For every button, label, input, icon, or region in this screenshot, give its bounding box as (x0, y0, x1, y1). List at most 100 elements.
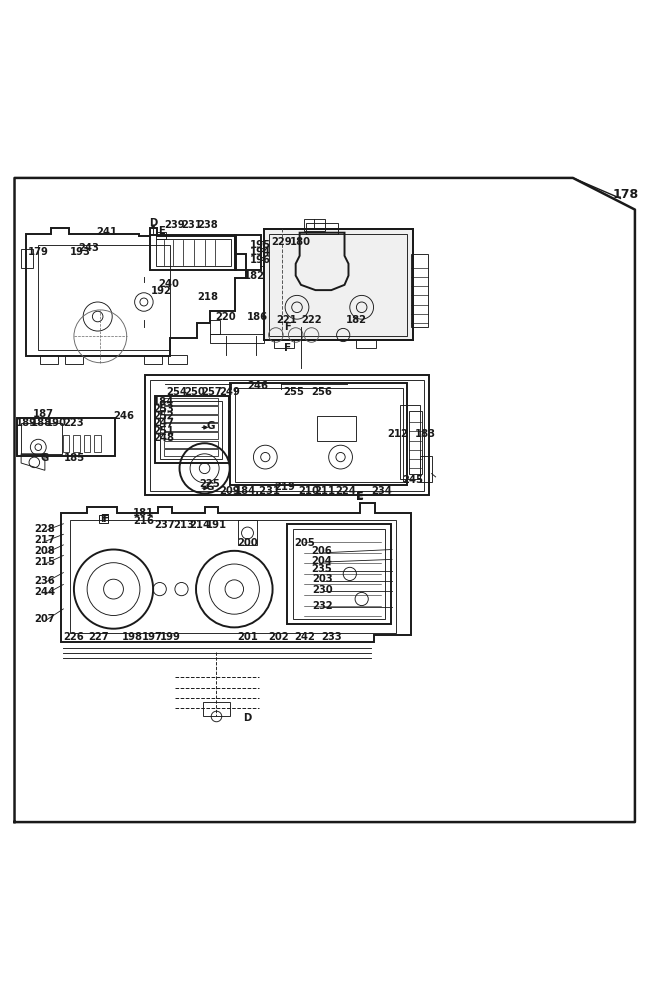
Bar (160, 401, 222, 459)
Bar (260, 241, 267, 248)
Bar (21, 249, 33, 268)
Text: 227: 227 (88, 632, 110, 642)
Text: 256: 256 (312, 387, 333, 397)
Text: 196: 196 (250, 255, 271, 265)
Bar (168, 355, 187, 364)
Text: 244: 244 (34, 587, 55, 597)
Text: 210: 210 (298, 486, 319, 496)
Text: E: E (356, 492, 364, 502)
Text: 229: 229 (271, 237, 292, 247)
Text: 195: 195 (250, 240, 271, 250)
Text: 234: 234 (371, 486, 392, 496)
Bar (235, 388, 403, 482)
Bar (65, 355, 83, 364)
Bar (420, 456, 432, 482)
Text: 186: 186 (247, 312, 268, 322)
Bar (150, 380, 424, 491)
Text: F: F (100, 514, 107, 524)
Text: D: D (149, 218, 157, 228)
Text: G: G (206, 482, 214, 492)
Text: 257: 257 (201, 387, 222, 397)
Text: 216: 216 (133, 516, 154, 526)
Text: G: G (41, 453, 49, 463)
Text: 231: 231 (181, 220, 202, 230)
Text: 236: 236 (34, 576, 55, 586)
Text: 242: 242 (294, 632, 315, 642)
Text: 208: 208 (34, 546, 55, 556)
Text: 190: 190 (46, 418, 67, 428)
Text: 223: 223 (63, 418, 84, 428)
Bar (164, 449, 218, 456)
Text: 203: 203 (312, 574, 333, 584)
Text: 209: 209 (219, 486, 240, 496)
Bar (411, 254, 428, 327)
Text: 178: 178 (612, 188, 639, 201)
Text: 182: 182 (244, 271, 265, 281)
Text: 221: 221 (277, 315, 298, 325)
Text: 180: 180 (290, 237, 311, 247)
Bar (356, 339, 376, 348)
Bar (274, 339, 294, 348)
Text: 202: 202 (268, 632, 289, 642)
Text: 185: 185 (63, 453, 84, 463)
Text: 254: 254 (166, 387, 187, 397)
Text: F: F (284, 322, 290, 332)
Text: 207: 207 (34, 614, 55, 624)
Text: E: E (158, 226, 164, 236)
Text: E: E (356, 491, 363, 501)
Text: 204: 204 (312, 556, 333, 566)
Text: 222: 222 (301, 315, 322, 325)
Bar (164, 398, 218, 405)
Text: 241: 241 (96, 227, 117, 237)
Text: 206: 206 (312, 546, 333, 556)
Text: 249: 249 (219, 387, 240, 397)
Bar (409, 411, 422, 474)
Text: D: D (244, 713, 251, 723)
Text: 182: 182 (346, 315, 367, 325)
Text: 184: 184 (153, 397, 174, 407)
Text: 243: 243 (79, 243, 100, 253)
Text: 248: 248 (153, 433, 174, 443)
Text: 235: 235 (312, 564, 333, 574)
Bar (70, 520, 396, 633)
Text: 246: 246 (247, 381, 268, 391)
Bar (144, 355, 162, 364)
Bar (164, 432, 218, 439)
Text: 219: 219 (275, 482, 296, 492)
Bar (400, 405, 420, 479)
Text: 252: 252 (153, 411, 174, 421)
Text: 201: 201 (237, 632, 258, 642)
Bar (238, 520, 257, 545)
Bar (156, 232, 166, 239)
Bar (317, 416, 356, 441)
Text: 179: 179 (28, 247, 49, 257)
Text: 193: 193 (70, 247, 91, 257)
Bar (264, 229, 412, 340)
Bar (164, 415, 218, 422)
Text: 198: 198 (121, 632, 143, 642)
Text: 183: 183 (415, 429, 436, 439)
Text: 199: 199 (160, 632, 181, 642)
Bar (164, 441, 218, 448)
Text: 253: 253 (153, 404, 174, 414)
Text: 188: 188 (30, 418, 51, 428)
Bar (210, 334, 264, 343)
Text: 255: 255 (283, 387, 304, 397)
Text: 245: 245 (402, 475, 423, 485)
Text: 217: 217 (34, 535, 55, 545)
Bar (260, 260, 267, 266)
Text: F: F (102, 514, 109, 524)
Text: 246: 246 (114, 411, 135, 421)
Bar (264, 229, 412, 340)
Text: 233: 233 (321, 632, 342, 642)
Text: 205: 205 (294, 538, 315, 548)
Text: 247: 247 (153, 418, 174, 428)
Text: 197: 197 (141, 632, 162, 642)
Bar (230, 383, 407, 485)
Bar (203, 702, 230, 716)
Bar (17, 418, 115, 456)
Bar (260, 251, 267, 257)
Text: 192: 192 (151, 286, 172, 296)
Text: 213: 213 (173, 520, 194, 530)
Text: 212: 212 (387, 429, 408, 439)
